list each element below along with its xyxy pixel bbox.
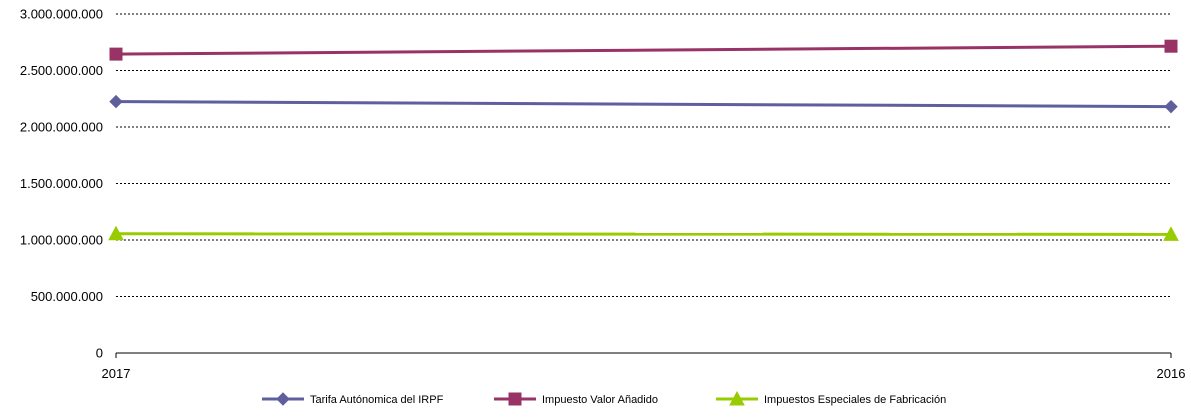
legend-label: Impuestos Especiales de Fabricación [764,394,946,406]
legend-item: Tarifa Autónomica del IRPF [262,392,444,406]
legend-item: Impuestos Especiales de Fabricación [716,390,946,406]
data-point-diamond [109,94,123,109]
data-point-square [109,47,123,61]
y-tick-label: 0 [96,346,103,361]
data-point-diamond [1164,99,1178,114]
legend-label: Impuesto Valor Añadido [542,394,658,406]
y-tick-label: 1.000.000.000 [20,233,103,248]
data-point-triangle [108,225,124,241]
series-line-square [115,44,1172,56]
legend-marker [729,390,745,406]
data-point-square [1164,39,1178,53]
legend: Tarifa Autónomica del IRPF Impuesto Valor… [262,390,946,406]
axes: 0 500.000.000 1.000.000.000 1.500.000.000 2.… [20,7,1186,382]
legend-marker [508,392,522,406]
legend-item: Impuesto Valor Añadido [494,392,658,406]
series-lines [108,39,1179,241]
y-tick-label: 500.000.000 [31,289,103,304]
y-tick-label: 1.500.000.000 [20,176,103,191]
y-tick-label: 3.000.000.000 [20,7,103,22]
x-tick-label: 2017 [102,366,131,381]
y-tick-label: 2.500.000.000 [20,63,103,78]
legend-marker [276,392,290,406]
legend-label: Tarifa Autónomica del IRPF [310,394,444,406]
gridlines [116,13,1171,297]
y-tick-label: 2.000.000.000 [20,120,103,135]
series-line-triangle [115,232,1172,236]
x-tick-label: 2016 [1157,366,1186,381]
series-line-diamond [115,100,1172,109]
data-point-triangle [1163,226,1179,241]
